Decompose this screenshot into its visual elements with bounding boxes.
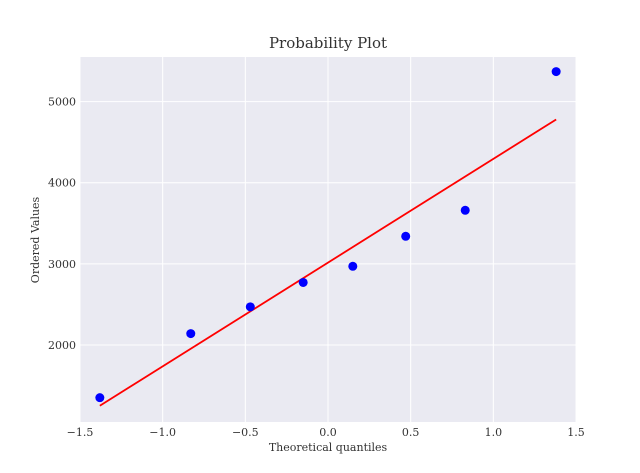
- y-tick-label: 4000: [48, 177, 76, 190]
- y-tick-label: 2000: [48, 339, 76, 352]
- data-point: [460, 205, 470, 215]
- data-point: [186, 329, 196, 339]
- x-tick-label: −1.5: [67, 426, 94, 439]
- data-point: [401, 231, 411, 241]
- fit-line-group: [99, 118, 557, 407]
- x-tick-label: −1.0: [149, 426, 176, 439]
- y-tick-labels: 2000 3000 4000 5000: [48, 96, 76, 352]
- x-tick-label: 1.5: [567, 426, 585, 439]
- y-tick-label: 5000: [48, 96, 76, 109]
- chart-title: Probability Plot: [269, 34, 387, 52]
- data-point: [95, 393, 105, 403]
- data-point: [298, 277, 308, 287]
- x-tick-label: 0.0: [319, 426, 337, 439]
- x-axis-label: Theoretical quantiles: [269, 441, 388, 454]
- x-tick-label: 0.5: [402, 426, 420, 439]
- x-tick-label: 1.0: [485, 426, 503, 439]
- data-point: [551, 67, 561, 77]
- data-points: [95, 67, 561, 403]
- data-point: [348, 261, 358, 271]
- grid-lines: [79, 57, 577, 422]
- x-tick-label: −0.5: [232, 426, 259, 439]
- data-point: [245, 302, 255, 312]
- y-tick-label: 3000: [48, 258, 76, 271]
- y-axis-label: Ordered Values: [29, 196, 42, 283]
- x-tick-labels: −1.5 −1.0 −0.5 0.0 0.5 1.0 1.5: [67, 426, 585, 439]
- fit-line: [99, 118, 557, 407]
